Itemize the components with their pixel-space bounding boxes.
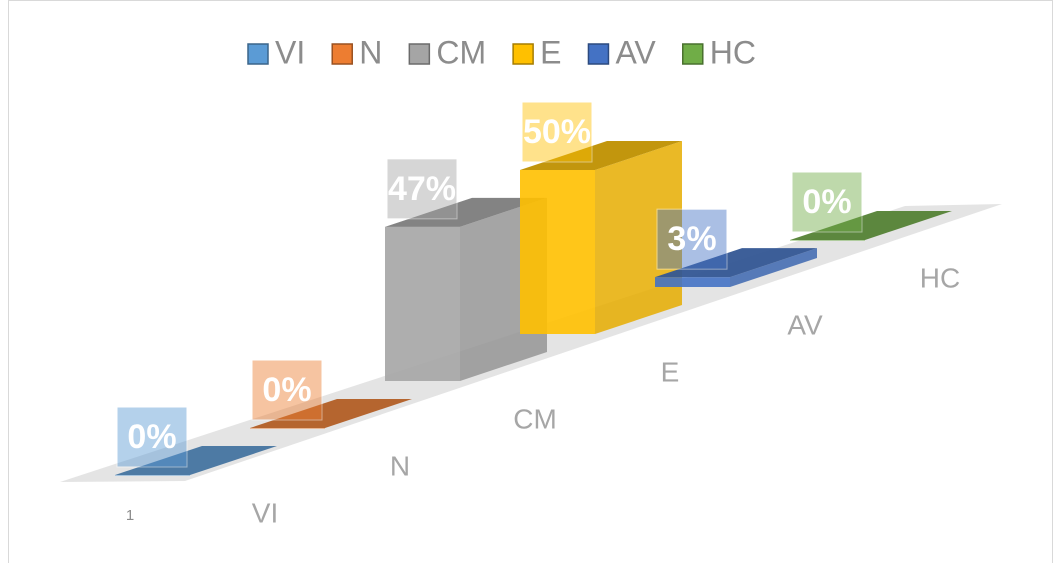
bar-top [790, 211, 952, 240]
bar [790, 211, 952, 241]
data-label-box [521, 101, 593, 163]
data-label: 50% [523, 113, 591, 151]
legend-label: AV [615, 34, 656, 70]
data-label-box [251, 359, 323, 421]
depth-label: E [661, 356, 680, 387]
legend-swatch [408, 43, 431, 65]
legend-swatch [247, 43, 269, 65]
depth-label: VI [252, 497, 278, 528]
data-label: 3% [667, 220, 716, 258]
data-label-box [386, 158, 458, 220]
data-label: 0% [802, 183, 851, 221]
bar-top [655, 248, 817, 278]
bar [250, 399, 412, 429]
bar-front [655, 277, 730, 287]
bar-front [115, 475, 190, 476]
depth-label: AV [787, 309, 823, 340]
legend-swatch [331, 43, 353, 65]
bar [115, 446, 277, 476]
data-label-box [656, 208, 728, 270]
legend-label: HC [710, 34, 756, 70]
bar-side [730, 248, 817, 287]
bar-front [385, 226, 460, 381]
legend-label: N [359, 34, 382, 70]
data-label: 0% [127, 418, 176, 456]
data-label-box [791, 171, 863, 233]
legend-label: VI [275, 34, 305, 70]
legend-swatch [512, 43, 534, 65]
legend-swatch [587, 43, 610, 65]
data-label: 47% [388, 170, 456, 208]
legend-label: CM [436, 34, 486, 70]
bar-top [520, 141, 682, 170]
depth-label: N [390, 450, 410, 481]
bar-top [385, 197, 547, 227]
data-label-box [116, 406, 188, 468]
legend: VI N CM E AV HC [247, 34, 756, 70]
legend-label: E [540, 34, 561, 70]
bar-top [115, 446, 277, 475]
depth-label: CM [513, 403, 557, 434]
bar-front [250, 428, 325, 429]
bar-front [520, 170, 595, 334]
depth-label: HC [920, 262, 960, 293]
bar-top [250, 399, 412, 428]
data-label: 0% [262, 371, 311, 409]
bar-front [790, 240, 865, 241]
chart-border [8, 0, 1053, 563]
category-label: 1 [126, 507, 134, 524]
bar [655, 248, 817, 287]
plot: VI 0% N 0% CM 47% E 50% AV 3% HC 0% [115, 101, 960, 528]
bar [385, 197, 547, 381]
legend-swatch [682, 43, 704, 65]
